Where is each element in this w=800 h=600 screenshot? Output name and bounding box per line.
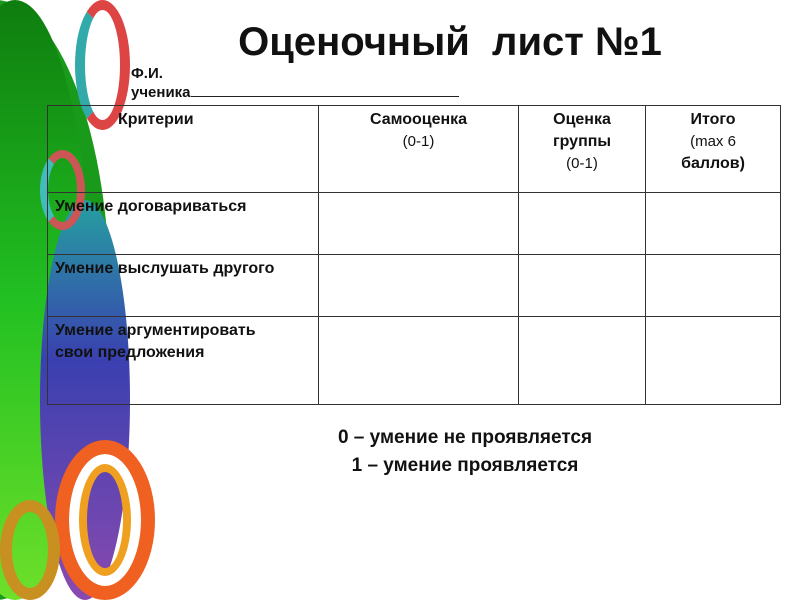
score-legend: 0 – умение не проявляется 1 – умение про… <box>130 424 800 480</box>
criterion-cell: Умение аргументировать свои предложения <box>47 316 319 405</box>
table-row: Умение выслушать другого <box>47 254 781 317</box>
table-header-row: Критерии Самооценка (0-1) Оценка группы (0-… <box>47 105 781 193</box>
page-title: Оценочный лист №1 <box>238 20 662 64</box>
header-criteria: Критерии <box>47 105 319 193</box>
table-row: Умение аргументировать свои предложения <box>47 316 781 405</box>
header-total: Итого (max 6 баллов) <box>645 105 781 193</box>
student-name-field[interactable]: Ф.И. ученика <box>131 64 459 102</box>
student-label: Ф.И. <box>131 65 163 82</box>
group-score-cell[interactable] <box>518 254 646 317</box>
self-score-cell[interactable] <box>318 316 519 405</box>
table-row: Умение договариваться <box>47 192 781 255</box>
legend-zero: 0 – умение не проявляется <box>337 427 593 448</box>
group-score-cell[interactable] <box>518 192 646 255</box>
student-label-2: ученика <box>131 84 191 101</box>
criterion-cell: Умение выслушать другого <box>47 254 319 317</box>
total-score-cell[interactable] <box>645 316 781 405</box>
group-score-cell[interactable] <box>518 316 646 405</box>
legend-one: 1 – умение проявляется <box>351 455 579 476</box>
header-self-assessment: Самооценка (0-1) <box>318 105 519 193</box>
total-score-cell[interactable] <box>645 254 781 317</box>
evaluation-table: Критерии Самооценка (0-1) Оценка группы (0-… <box>47 105 781 405</box>
self-score-cell[interactable] <box>318 192 519 255</box>
self-score-cell[interactable] <box>318 254 519 317</box>
name-underline[interactable] <box>190 83 459 97</box>
header-group-assessment: Оценка группы (0-1) <box>518 105 646 193</box>
total-score-cell[interactable] <box>645 192 781 255</box>
criterion-cell: Умение договариваться <box>47 192 319 255</box>
